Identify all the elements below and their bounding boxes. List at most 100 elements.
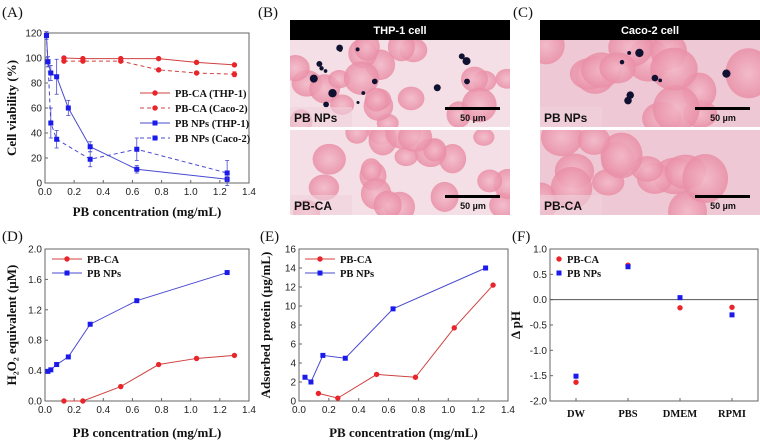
nanoparticle-dot <box>624 96 632 105</box>
nanoparticle-dot <box>462 57 471 66</box>
x-category-label: RPMI <box>718 409 746 420</box>
x-tick-label: 0.0 <box>38 405 52 416</box>
cell <box>460 66 488 92</box>
x-tick-label: 0.8 <box>155 405 169 416</box>
panel-label-c: (C) <box>513 5 533 21</box>
y-tick-label: 40 <box>31 129 43 140</box>
x-tick-label: 1.0 <box>184 187 198 198</box>
legend-label: PB NPs (THP-1) <box>175 119 250 130</box>
nanoparticle-dot <box>319 66 324 71</box>
legend-marker <box>152 90 158 96</box>
label-backdrop <box>540 107 602 127</box>
legend-label: PB NPs <box>87 269 121 280</box>
nanoparticle-dot <box>464 78 470 85</box>
data-point <box>155 361 162 368</box>
x-tick-label: 0.4 <box>352 405 366 416</box>
label-backdrop <box>290 195 352 215</box>
legend-marker <box>152 105 158 111</box>
micrograph-image: PB-CA 50 µm <box>540 130 760 215</box>
data-point <box>677 305 683 311</box>
data-point <box>45 59 51 65</box>
legend-label: PB-CA (Caco-2) <box>175 104 248 115</box>
x-tick-label: 0.0 <box>38 187 52 198</box>
data-point <box>677 295 683 301</box>
y-tick-label: 80 <box>31 79 43 90</box>
x-tick-label: 0.8 <box>411 405 425 416</box>
y-axis-label: Adsorbed protein (µg/mL) <box>258 252 273 399</box>
legend-label: PB NPs <box>567 269 601 280</box>
data-point <box>490 282 496 288</box>
cell <box>364 87 389 112</box>
legend-marker <box>64 270 70 276</box>
legend-marker <box>64 256 70 262</box>
y-tick-label: 20 <box>31 154 43 165</box>
x-tick-label: 0.6 <box>382 405 396 416</box>
panel-label-e: (E) <box>260 229 279 245</box>
x-tick-label: 0.0 <box>292 405 306 416</box>
x-tick-label: 0.6 <box>125 187 139 198</box>
data-point <box>155 55 162 62</box>
cell <box>373 190 402 215</box>
nanoparticle-dot <box>619 59 625 65</box>
legend-marker <box>317 256 323 262</box>
cell <box>577 130 611 155</box>
y-tick-label: 0.8 <box>28 336 42 347</box>
legend-entry: PB-CA <box>556 255 599 266</box>
legend-label: PB NPs (Caco-2) <box>175 134 251 145</box>
x-axis-label: PB concentration (mg/mL) <box>73 425 222 440</box>
chart-f: -2.0 -1.5 -1.0 -0.5 0.0 0.5 1.0 DW PBS DMEM RPMI Δ … <box>508 245 759 420</box>
legend-marker <box>556 270 562 276</box>
cell <box>290 55 310 82</box>
cell <box>461 87 497 123</box>
cell <box>345 130 369 144</box>
legend-entry: PB NPs <box>556 269 601 280</box>
series-line <box>304 267 486 383</box>
y-axis-label: H₂O₂ equivalent (µM) <box>4 265 19 386</box>
x-tick-label: 0.2 <box>67 187 81 198</box>
x-axis-label: PB concentration (mg/mL) <box>329 425 478 440</box>
data-point <box>118 58 124 64</box>
data-point <box>193 59 200 66</box>
cell <box>650 47 698 91</box>
x-tick-label: 1.2 <box>213 187 227 198</box>
cells <box>540 130 729 215</box>
y-tick-label: -1.0 <box>530 346 548 357</box>
cell <box>397 130 433 152</box>
y-tick-label: 0.5 <box>533 270 547 281</box>
data-point <box>231 62 238 68</box>
series-pb-ca <box>573 262 735 385</box>
y-tick-label: 2 <box>290 378 296 389</box>
legend-label: PB-CA <box>87 255 119 266</box>
scale-bar <box>445 107 500 110</box>
data-point <box>155 67 162 73</box>
legend-label: PB-CA <box>567 255 599 266</box>
data-point <box>118 383 124 390</box>
data-point <box>308 379 314 385</box>
data-point <box>573 373 579 379</box>
cell <box>725 48 760 99</box>
data-point <box>134 166 140 172</box>
data-point <box>412 374 419 380</box>
y-axis-label: Cell viability (%) <box>4 60 19 156</box>
y-tick-label: 0 <box>290 397 296 408</box>
y-axis-label: Δ pH <box>508 311 523 339</box>
y-tick-label: 4 <box>290 359 296 370</box>
cell <box>600 132 643 179</box>
x-tick-label: 1.2 <box>471 405 485 416</box>
nanoparticle-dot <box>433 84 441 92</box>
x-tick-label: 1.0 <box>441 405 455 416</box>
data-point <box>65 105 71 111</box>
x-tick-label: 1.4 <box>242 405 256 416</box>
panel-label-b: (B) <box>258 5 278 21</box>
data-point <box>302 374 308 380</box>
nanoparticle-dot <box>371 78 378 85</box>
data-point <box>54 136 60 142</box>
y-tick-label: 0.4 <box>28 366 42 377</box>
scale-bar-label: 50 µm <box>710 201 736 211</box>
scale-bar-label: 50 µm <box>460 201 486 211</box>
series-pb-ca-caco-2- <box>61 58 238 78</box>
micrograph-title-bar <box>290 20 510 40</box>
x-category-label: DMEM <box>663 409 697 420</box>
data-point <box>573 379 579 385</box>
